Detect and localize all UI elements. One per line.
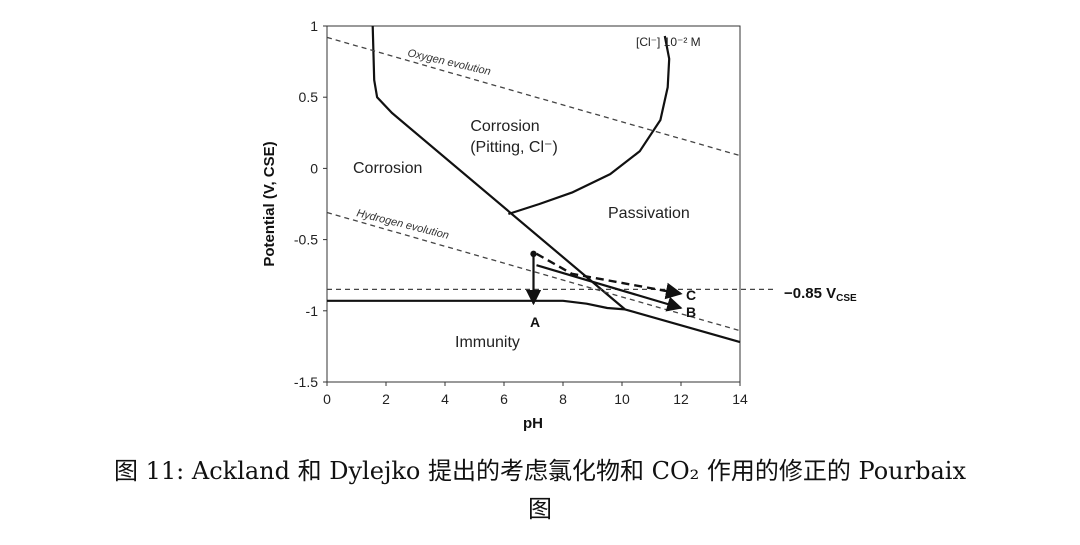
reference-subscript: CSE <box>836 293 857 304</box>
start-point-marker <box>530 250 537 258</box>
x-tick-label: 0 <box>323 391 331 407</box>
immunity-label: Immunity <box>455 334 520 351</box>
dashed-arrow-path <box>535 252 683 300</box>
x-tick-label: 10 <box>614 391 630 407</box>
passivation-label: Passivation <box>608 205 690 222</box>
x-tick-label: 12 <box>673 391 689 407</box>
y-tick-label: -1 <box>306 303 319 319</box>
x-tick-label: 2 <box>382 391 390 407</box>
y-tick-label: 0 <box>310 160 318 176</box>
x-axis-title: pH <box>523 415 543 432</box>
plot-frame <box>326 25 741 383</box>
y-tick-label: 1 <box>310 18 318 34</box>
y-axis-title: Potential (V, CSE) <box>261 141 278 266</box>
y-tick-label: -1.5 <box>294 374 318 390</box>
boundary-line <box>371 25 741 344</box>
reference-main: −0.85 V <box>784 285 836 302</box>
pourbaix-chart: 0 2 4 6 8 10 12 14 1 0.5 0 -0.5 -1 -1.5 pH Potential … <box>261 18 857 432</box>
pitting-label-line1: Corrosion <box>470 118 539 135</box>
series-layer <box>326 25 776 344</box>
point-b-label: B <box>686 304 696 320</box>
x-tick-label: 4 <box>441 391 449 407</box>
reference-line <box>326 36 741 157</box>
point-c-label: C <box>686 287 696 303</box>
pitting-label-line2: (Pitting, Cl⁻) <box>470 139 558 156</box>
chloride-label: [Cl⁻] 10⁻² M <box>636 35 701 49</box>
caption-line-1: 图 11: Ackland 和 Dylejko 提出的考虑氯化物和 CO₂ 作用… <box>114 457 966 485</box>
tick-layer: 0 2 4 6 8 10 12 14 1 0.5 0 -0.5 -1 -1.5 <box>294 18 748 407</box>
oxygen-evolution-label: Oxygen evolution <box>406 47 492 78</box>
boundary-line <box>327 299 626 311</box>
caption-line-2: 图 <box>528 495 552 523</box>
figure-caption: 图 11: Ackland 和 Dylejko 提出的考虑氯化物和 CO₂ 作用… <box>0 452 1080 528</box>
x-tick-label: 6 <box>500 391 508 407</box>
y-tick-label: 0.5 <box>299 89 319 105</box>
x-tick-label: 8 <box>559 391 567 407</box>
arrow-path <box>536 264 683 312</box>
y-tick-label: -0.5 <box>294 232 318 248</box>
corrosion-label: Corrosion <box>353 160 422 177</box>
x-tick-label: 14 <box>732 391 748 407</box>
boundary-line <box>508 35 671 216</box>
hydrogen-evolution-label: Hydrogen evolution <box>355 207 450 242</box>
reference-potential-label: −0.85 VCSE <box>784 285 857 304</box>
point-a-label: A <box>530 314 540 330</box>
